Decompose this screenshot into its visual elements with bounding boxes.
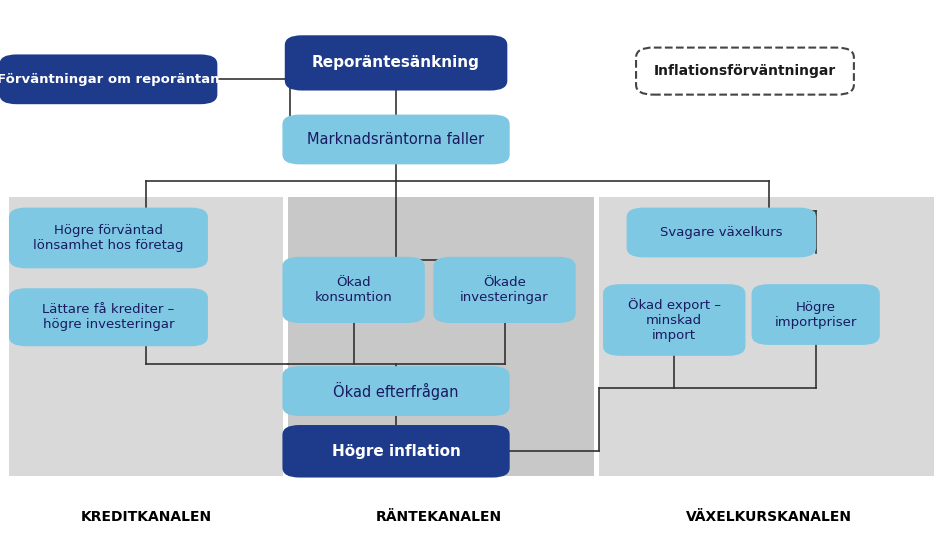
Text: VÄXELKURSKANALEN: VÄXELKURSKANALEN: [686, 510, 852, 524]
FancyBboxPatch shape: [283, 257, 425, 323]
FancyBboxPatch shape: [283, 425, 509, 478]
Text: RÄNTEKANALEN: RÄNTEKANALEN: [375, 510, 502, 524]
FancyBboxPatch shape: [283, 366, 509, 416]
Text: Ökad
konsumtion: Ökad konsumtion: [315, 276, 392, 304]
FancyBboxPatch shape: [752, 284, 880, 345]
Text: Ökade
investeringar: Ökade investeringar: [460, 276, 549, 304]
Text: Förväntningar om reporäntan: Förväntningar om reporäntan: [0, 73, 220, 86]
FancyBboxPatch shape: [637, 48, 854, 95]
Text: Högre förväntad
lönsamhet hos företag: Högre förväntad lönsamhet hos företag: [33, 224, 184, 252]
FancyBboxPatch shape: [604, 284, 746, 356]
Text: Ökad export –
minskad
import: Ökad export – minskad import: [628, 298, 720, 342]
Text: Högre
importpriser: Högre importpriser: [774, 300, 857, 329]
FancyBboxPatch shape: [9, 197, 283, 476]
FancyBboxPatch shape: [288, 197, 594, 476]
Text: Ökad efterfrågan: Ökad efterfrågan: [333, 382, 459, 400]
FancyBboxPatch shape: [9, 208, 208, 269]
Text: Lättare få krediter –
högre investeringar: Lättare få krediter – högre investeringa…: [42, 303, 174, 331]
FancyBboxPatch shape: [9, 288, 208, 346]
FancyBboxPatch shape: [285, 35, 507, 90]
FancyBboxPatch shape: [0, 55, 217, 104]
Text: Inflationsförväntningar: Inflationsförväntningar: [653, 64, 836, 78]
Text: Högre inflation: Högre inflation: [332, 444, 460, 459]
FancyBboxPatch shape: [627, 208, 817, 258]
Text: KREDITKANALEN: KREDITKANALEN: [80, 510, 212, 524]
FancyBboxPatch shape: [599, 197, 934, 476]
Text: Svagare växelkurs: Svagare växelkurs: [660, 226, 783, 239]
FancyBboxPatch shape: [434, 257, 575, 323]
Text: Marknadsräntorna faller: Marknadsräntorna faller: [307, 132, 485, 147]
Text: Reporäntesänkning: Reporäntesänkning: [312, 55, 480, 71]
FancyBboxPatch shape: [283, 115, 509, 164]
